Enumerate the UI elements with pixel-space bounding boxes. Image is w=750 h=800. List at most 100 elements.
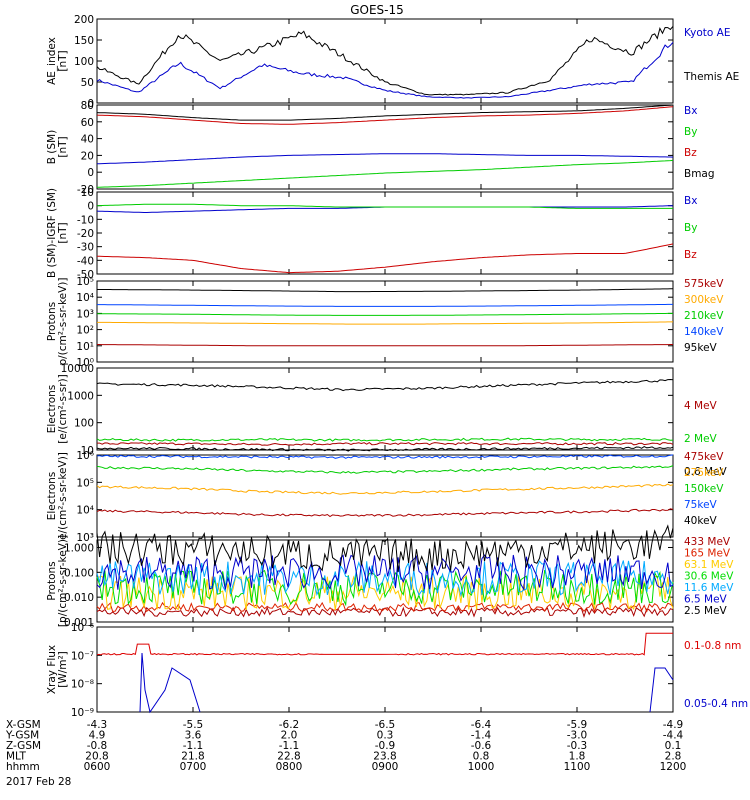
ephem-value: -4.3 <box>87 719 108 731</box>
series-line <box>649 667 674 713</box>
series-line <box>96 632 673 656</box>
series-line <box>96 41 674 99</box>
ephem-value: 4.9 <box>89 730 106 742</box>
y-tick-label: 0.100 <box>64 567 94 579</box>
y-axis-label: AE_index <box>46 37 58 85</box>
legend-label: 4 MeV <box>684 400 718 412</box>
ephem-value: -4.4 <box>663 730 684 742</box>
y-tick-label: -20 <box>77 184 94 196</box>
legend-label: Bz <box>684 249 697 261</box>
series-line <box>96 243 674 274</box>
series-line <box>96 25 674 96</box>
panel-electrons_kev: 10³ 10⁴ 10⁵ 10⁶ Electrons e/(cm²-s-sr-keV)] 47… <box>46 446 724 544</box>
series-line <box>97 288 673 293</box>
y-axis-label: Protons <box>46 561 58 600</box>
y-tick-label: 10⁴ <box>76 505 94 517</box>
panel-frame <box>96 104 674 190</box>
y-tick-label: 40 <box>81 134 94 146</box>
ephem-value: 1200 <box>660 761 687 773</box>
y-tick-label: 50 <box>81 77 94 89</box>
series-line <box>96 483 674 495</box>
y-tick-label: 10⁵ <box>76 477 94 489</box>
ephem-value: 20.8 <box>85 751 108 763</box>
y-tick-label: -20 <box>77 228 94 240</box>
y-tick-label: 0 <box>87 167 94 179</box>
ephem-row-label: X-GSM <box>6 719 41 731</box>
ephem-value: 0800 <box>276 761 303 773</box>
ephem-value: 21.8 <box>181 751 204 763</box>
y-tick-label: -50 <box>77 269 94 281</box>
series-line <box>96 454 674 459</box>
legend-label: 2 MeV <box>684 433 718 445</box>
ephem-value: -1.4 <box>471 730 492 742</box>
legend-label: By <box>684 126 697 138</box>
legend-label: 2.5 MeV <box>684 605 728 617</box>
ephem-value: -1.1 <box>279 740 300 752</box>
series-line <box>96 574 674 611</box>
y-axis-label: [e/(cm²-s-sr)] <box>57 374 69 443</box>
y-tick-label: 10⁰ <box>76 357 94 369</box>
ephem-value: -5.9 <box>567 719 588 731</box>
ephem-value: -3.0 <box>567 730 588 742</box>
series-line <box>97 303 673 307</box>
y-axis-label: [nT] <box>57 136 69 157</box>
ephem-value: -0.9 <box>375 740 396 752</box>
y-tick-label: 0.010 <box>64 592 94 604</box>
y-tick-label: 200 <box>74 14 94 26</box>
y-tick-label: 10 <box>81 445 94 457</box>
ephem-value: -0.6 <box>471 740 492 752</box>
ephem-value: -6.4 <box>471 719 492 731</box>
legend-label: 210keV <box>684 310 724 322</box>
series-line <box>97 312 673 316</box>
ephem-value: 3.6 <box>185 730 202 742</box>
ephem-value: -1.1 <box>183 740 204 752</box>
y-tick-label: 10⁻⁹ <box>71 707 94 719</box>
y-axis-label: Protons <box>46 302 58 341</box>
legend-label: 165 MeV <box>684 548 731 560</box>
series-line <box>97 441 674 446</box>
series-line <box>96 437 674 442</box>
series-line <box>96 153 674 165</box>
y-tick-label: 100 <box>74 56 94 68</box>
y-axis-label: [p/(cm²-s-sr-keV)] <box>57 535 69 627</box>
ephem-value: -0.8 <box>87 740 108 752</box>
y-tick-label: 10⁶ <box>76 450 94 462</box>
series-line <box>96 465 674 474</box>
y-axis-label: B (SM) <box>46 130 58 164</box>
legend-label: Themis AE <box>683 71 739 83</box>
y-axis-label: B (SM)-IGRF (SM) <box>46 188 58 278</box>
y-tick-label: 10000 <box>61 363 94 375</box>
series-line <box>97 321 673 325</box>
legend-label: Kyoto AE <box>684 27 730 39</box>
y-tick-label: 10⁻⁸ <box>71 679 94 691</box>
y-axis-label: Electrons <box>46 385 58 434</box>
series-line <box>96 203 673 209</box>
ephem-row-label: Y-GSM <box>5 730 39 742</box>
y-tick-label: 10³ <box>76 308 94 320</box>
series-line <box>96 554 674 592</box>
panels: 0 50 100 150 200 AE_index [nT] Kyoto AE Themis A… <box>46 14 748 719</box>
legend-label: 40keV <box>684 515 718 527</box>
y-tick-label: 100 <box>74 418 94 430</box>
ephem-value: 0700 <box>180 761 207 773</box>
legend-label: 75keV <box>684 499 718 511</box>
legend-label: By <box>684 222 697 234</box>
series-line <box>96 104 674 121</box>
y-axis-label: e/(cm²-s-sr-keV)] <box>57 452 69 540</box>
legend-label: 150keV <box>684 483 724 495</box>
ephem-value: 1000 <box>468 761 495 773</box>
ephem-value: 23.8 <box>373 751 396 763</box>
y-tick-label: 150 <box>74 35 94 47</box>
legend-label: 95keV <box>684 342 718 354</box>
ephem-value: -0.3 <box>567 740 588 752</box>
legend-label: Bmag <box>684 168 715 180</box>
legend-label: 0.05-0.4 nm <box>684 698 748 710</box>
y-tick-label: 60 <box>81 117 94 129</box>
y-tick-label: 10¹ <box>76 341 94 353</box>
ephem-value: -5.5 <box>183 719 204 731</box>
legend-label: 6.5 MeV <box>684 594 728 606</box>
y-tick-label: 1000 <box>67 390 94 402</box>
ephem-value: 1100 <box>564 761 591 773</box>
